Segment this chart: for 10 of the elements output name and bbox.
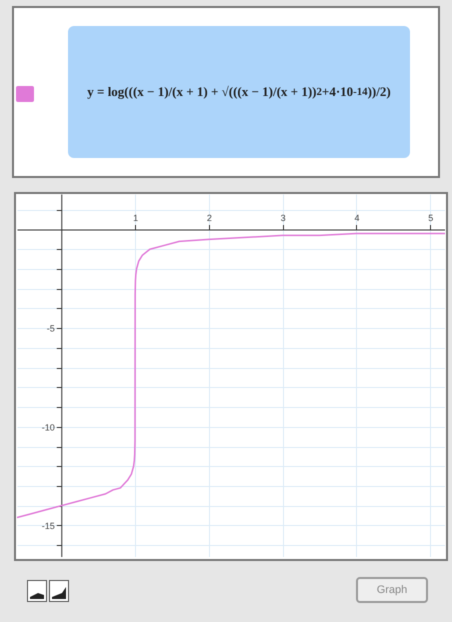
- y-tick-label: -5: [46, 324, 55, 334]
- y-tick-label: -10: [42, 422, 55, 432]
- x-tick-label: 3: [280, 213, 286, 224]
- y-tick-label: -15: [42, 520, 55, 531]
- x-tick-label: 5: [428, 213, 434, 224]
- text: Graph: [356, 577, 428, 603]
- x-tick-label: 4: [354, 213, 360, 224]
- x-tick-label: 2: [206, 213, 212, 224]
- line-series: [17, 232, 445, 518]
- x-tick-label: 1: [133, 213, 138, 224]
